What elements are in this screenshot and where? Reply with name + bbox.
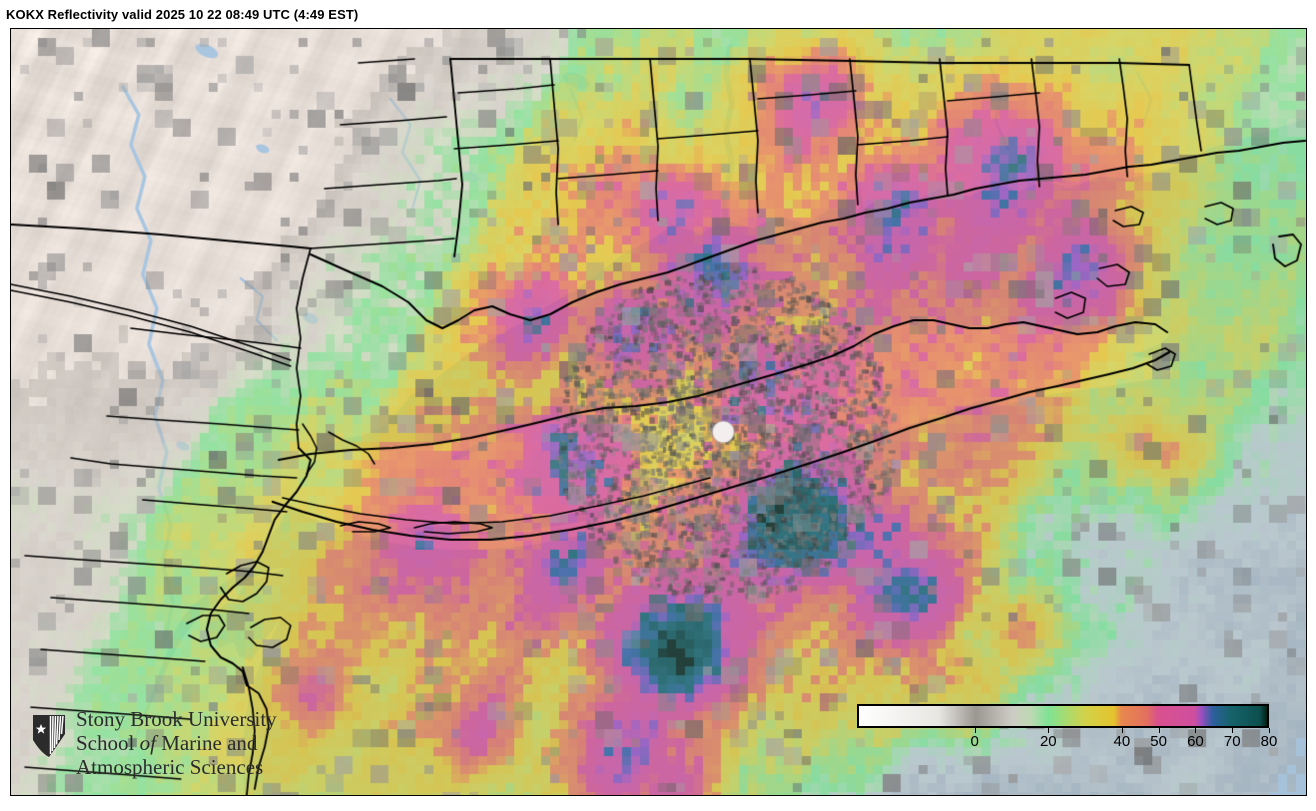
radar-map[interactable]	[10, 28, 1307, 796]
colorbar-tick-label: 60	[1187, 733, 1204, 750]
colorbar-tick	[1121, 728, 1123, 733]
radar-map-canvas[interactable]	[11, 29, 1306, 795]
colorbar-tick-label: 40	[1113, 733, 1131, 750]
logo-text: Stony Brook University School of Marine …	[76, 707, 277, 779]
colorbar-tick-label: 70	[1223, 733, 1241, 750]
colorbar-tick	[1269, 728, 1270, 733]
logo-line-university: Stony Brook University	[76, 707, 277, 731]
colorbar-tick	[1158, 728, 1160, 733]
colorbar-gradient	[859, 706, 1267, 726]
stony-brook-logo: Stony Brook University School of Marine …	[32, 707, 300, 789]
colorbar-tick-label: 50	[1150, 733, 1167, 750]
colorbar-tick	[1232, 728, 1234, 733]
logo-school-a: School	[76, 731, 140, 755]
colorbar-tick	[1048, 728, 1050, 733]
logo-line-department: Atmospheric Sciences	[76, 755, 264, 779]
logo-line-school: School of Marine and	[76, 731, 277, 755]
colorbar-tick	[974, 728, 976, 733]
reflectivity-colorbar: 0 20 40 50 60 70 80	[857, 704, 1277, 762]
colorbar-tick-label: 20	[1039, 733, 1057, 750]
colorbar-tick-label: 80	[1260, 733, 1278, 750]
shield-icon	[33, 715, 65, 757]
logo-school-of: of	[139, 731, 156, 755]
colorbar-tick	[1195, 728, 1197, 733]
colorbar-tick-label: 0	[970, 733, 979, 750]
title-bar: KOKX Reflectivity valid 2025 10 22 08:49…	[0, 0, 1316, 28]
colorbar-bar	[857, 704, 1269, 728]
page-title: KOKX Reflectivity valid 2025 10 22 08:49…	[6, 6, 359, 22]
logo-school-b: Marine and	[155, 731, 258, 755]
